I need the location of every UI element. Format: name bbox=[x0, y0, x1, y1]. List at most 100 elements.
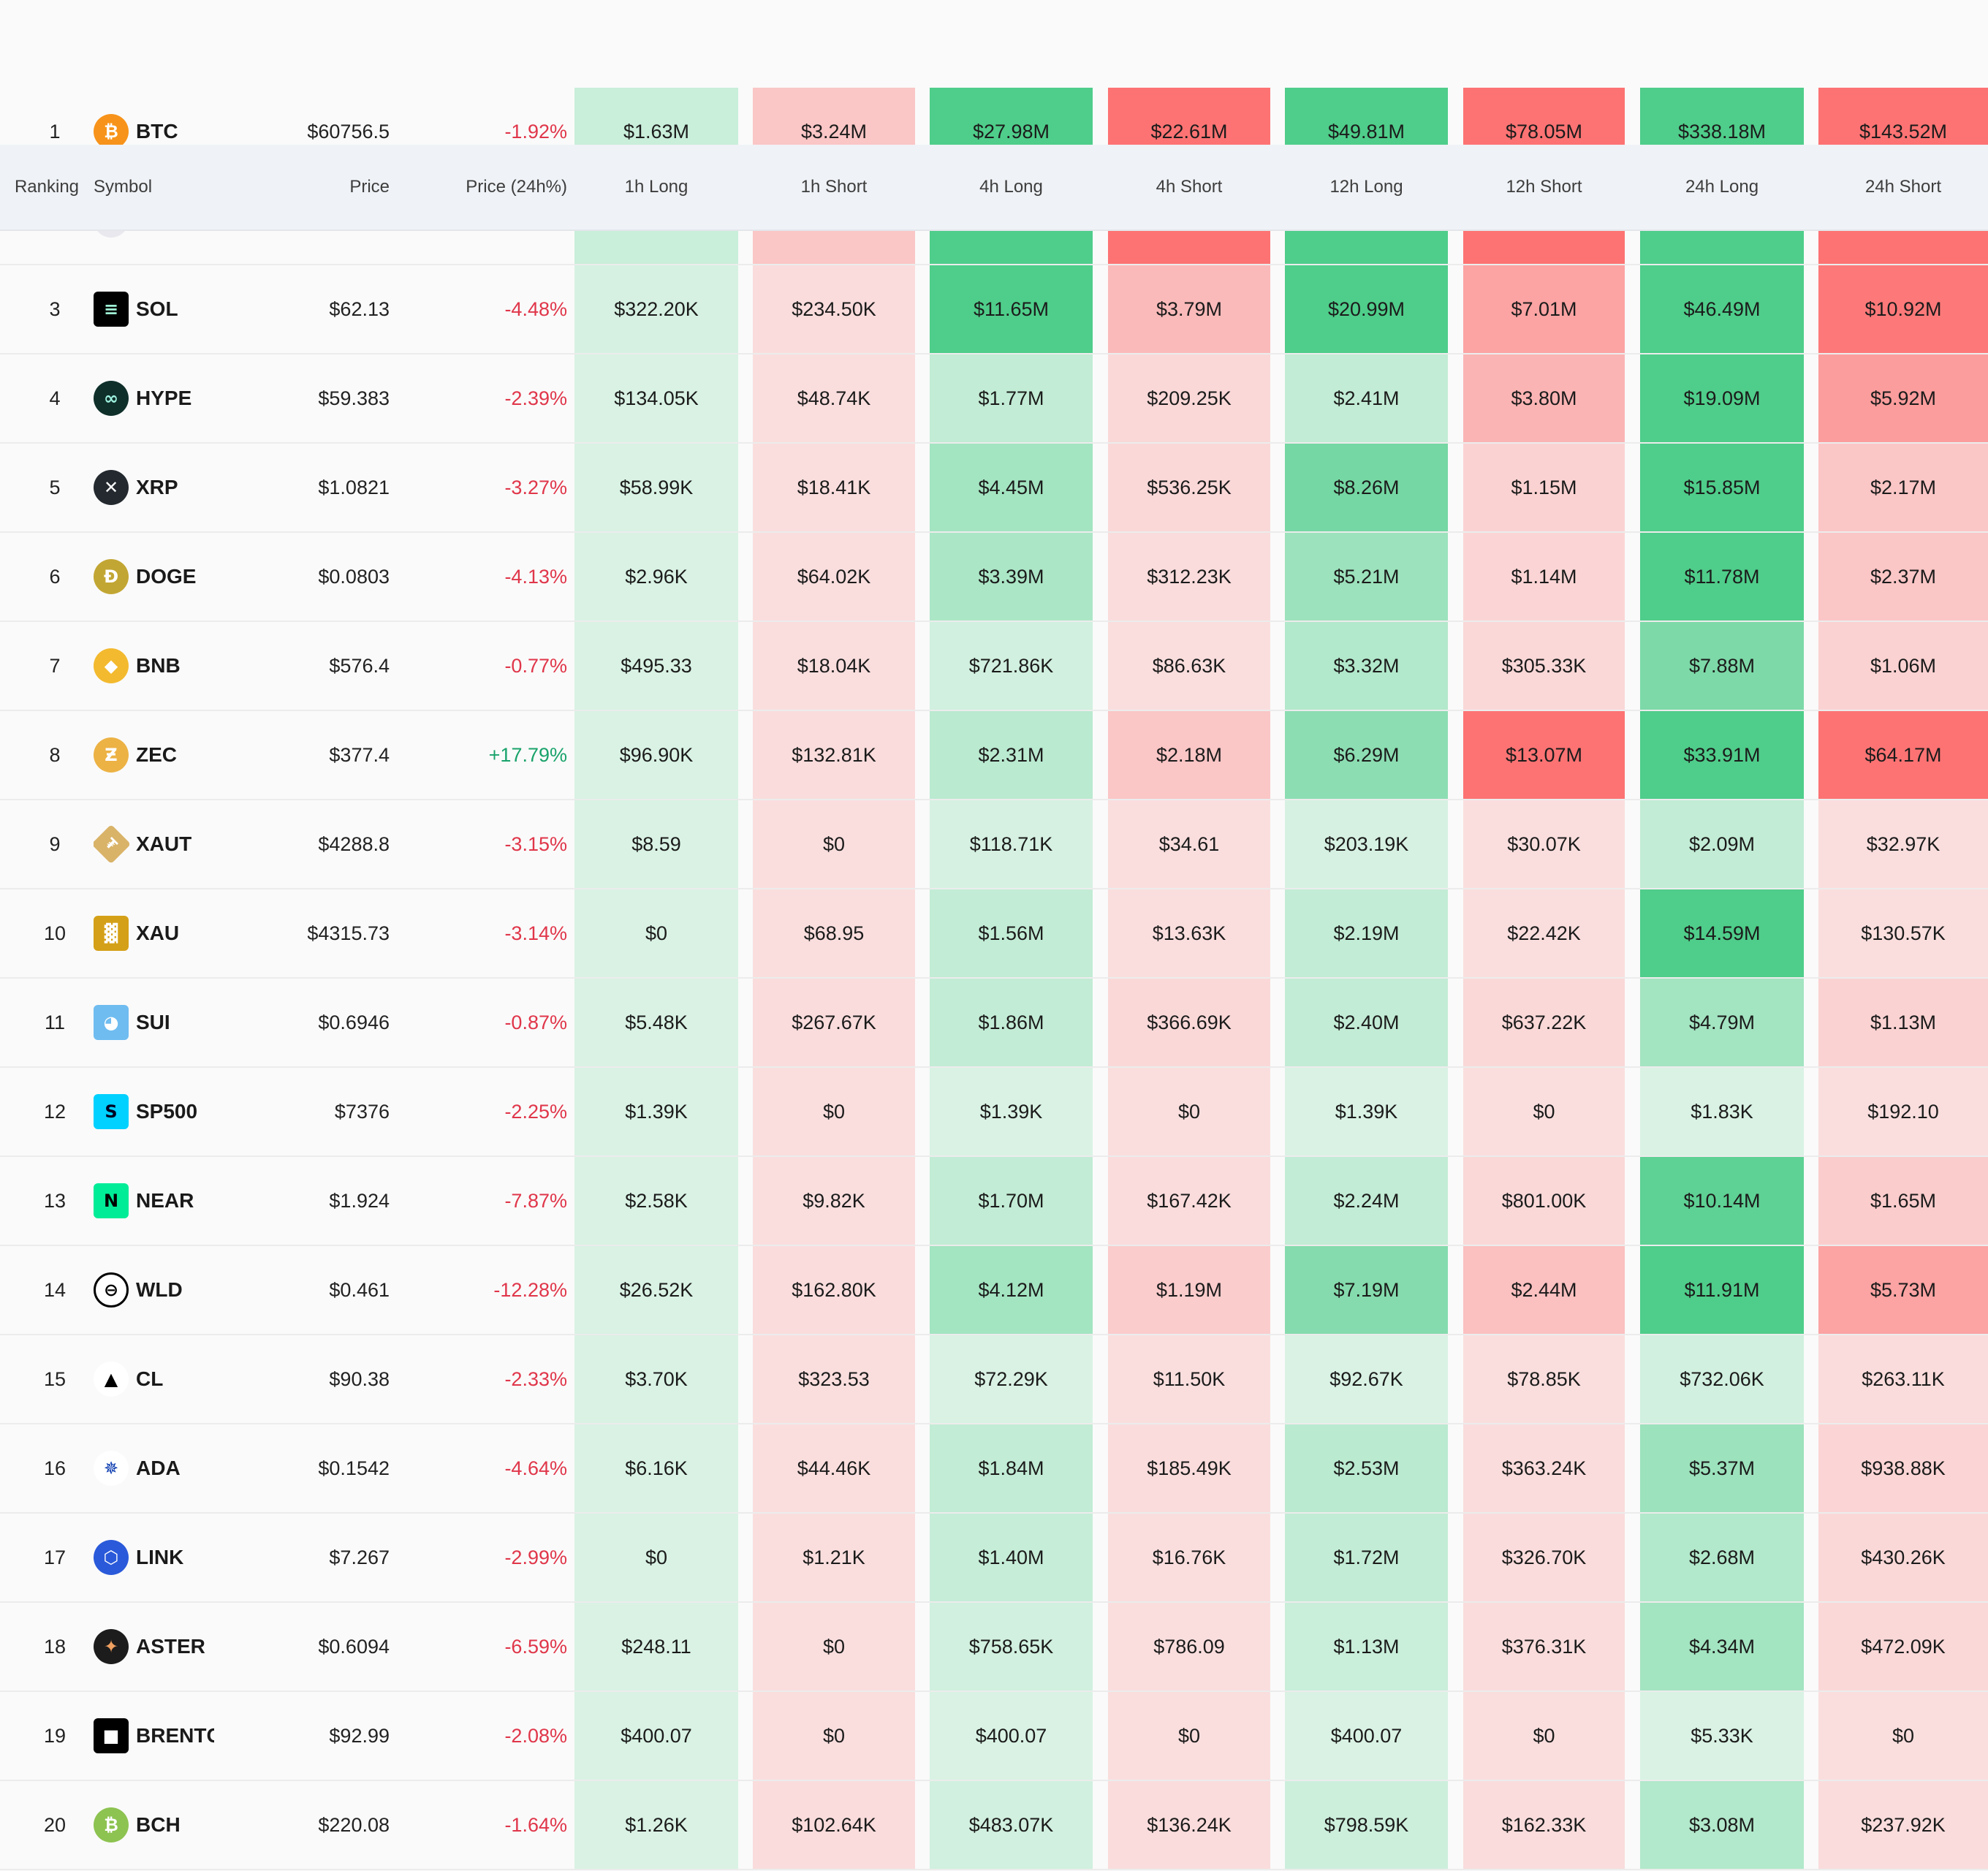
liquidation-1h-short-cell: $323.53 bbox=[753, 1335, 915, 1423]
symbol-cell[interactable]: ₮ XAUT bbox=[94, 800, 214, 888]
symbol-label: NEAR bbox=[136, 1189, 194, 1212]
price-cell: $59.383 bbox=[318, 387, 390, 409]
liquidation-12h-long-cell: $1.72M bbox=[1285, 1514, 1448, 1601]
liquidation-1h-long-cell: $96.90K bbox=[574, 711, 738, 799]
symbol-cell[interactable]: ₿ BTC bbox=[94, 88, 214, 175]
hyperliquid-icon: ∞ bbox=[94, 381, 129, 416]
column-header-12h-long[interactable]: 12h Long bbox=[1329, 177, 1403, 197]
liquidation-4h-short-cell: $536.25K bbox=[1108, 444, 1270, 531]
liquidation-12h-short-cell: $1.15M bbox=[1463, 444, 1625, 531]
liquidation-4h-short-cell: $11.50K bbox=[1108, 1335, 1270, 1423]
column-header-1h-short[interactable]: 1h Short bbox=[800, 177, 868, 197]
liquidation-24h-short-cell: $10.92M bbox=[1818, 265, 1988, 353]
symbol-label: BCH bbox=[136, 1813, 181, 1836]
liquidation-12h-short-cell: $30.07K bbox=[1463, 800, 1625, 888]
liquidation-1h-long-cell: $400.07 bbox=[574, 1692, 738, 1780]
liquidation-1h-long-cell: $26.52K bbox=[574, 1246, 738, 1334]
symbol-cell[interactable]: ⊖ WLD bbox=[94, 1246, 214, 1334]
liquidation-1h-long-cell: $3.70K bbox=[574, 1335, 738, 1423]
table-row[interactable]: 5 ✕ XRP $1.0821 -3.27% $58.99K $18.41K $4.45M $5… bbox=[0, 444, 1988, 533]
column-header-4h-long[interactable]: 4h Long bbox=[979, 177, 1043, 197]
table-row[interactable]: 8 Ƶ ZEC $377.4 +17.79% $96.90K $132.81K $2.31M $… bbox=[0, 711, 1988, 800]
liquidation-24h-short-cell: $130.57K bbox=[1818, 889, 1988, 977]
symbol-cell[interactable]: ₿ BCH bbox=[94, 1781, 214, 1869]
table-row[interactable]: 14 ⊖ WLD $0.461 -12.28% $26.52K $162.80K $4.12M… bbox=[0, 1246, 1988, 1335]
bnb-icon: ◆ bbox=[94, 648, 129, 683]
rank-cell: 6 bbox=[49, 565, 61, 588]
column-header-price-change[interactable]: Price (24h%) bbox=[466, 177, 567, 197]
liquidation-24h-short-cell: $0 bbox=[1818, 1692, 1988, 1780]
symbol-cell[interactable]: ⬡ LINK bbox=[94, 1514, 214, 1601]
liquidation-4h-long-cell: $721.86K bbox=[930, 622, 1093, 710]
symbol-cell[interactable]: Ð DOGE bbox=[94, 533, 214, 620]
column-header-1h-long[interactable]: 1h Long bbox=[624, 177, 688, 197]
table-row[interactable]: 18 ✦ ASTER $0.6094 -6.59% $248.11 $0 $758.65K $7… bbox=[0, 1603, 1988, 1692]
table-row[interactable]: 7 ◆ BNB $576.4 -0.77% $495.33 $18.04K $721.86K $… bbox=[0, 622, 1988, 711]
column-header-24h-long[interactable]: 24h Long bbox=[1685, 177, 1759, 197]
symbol-cell[interactable]: ✦ ASTER bbox=[94, 1603, 214, 1690]
table-row[interactable]: 4 ∞ HYPE $59.383 -2.39% $134.05K $48.74K $1.77M… bbox=[0, 354, 1988, 444]
column-header-symbol[interactable]: Symbol bbox=[94, 177, 153, 197]
liquidation-4h-long-cell: $1.56M bbox=[930, 889, 1093, 977]
price-change-cell: -6.59% bbox=[504, 1635, 567, 1658]
liquidation-4h-long-cell: $1.39K bbox=[930, 1068, 1093, 1155]
liquidation-4h-long-cell: $758.65K bbox=[930, 1603, 1093, 1690]
symbol-cell[interactable]: ◆ BNB bbox=[94, 622, 214, 710]
rank-cell: 17 bbox=[43, 1546, 67, 1568]
table-row[interactable]: 17 ⬡ LINK $7.267 -2.99% $0 $1.21K $1.40M $16.76K… bbox=[0, 1514, 1988, 1603]
symbol-label: XRP bbox=[136, 476, 178, 498]
symbol-cell[interactable]: ▲ CL bbox=[94, 1335, 214, 1423]
table-row[interactable]: 12 S SP500 $7376 -2.25% $1.39K $0 $1.39K $0 $1.39… bbox=[0, 1068, 1988, 1157]
table-row[interactable]: 16 ✵ ADA $0.1542 -4.64% $6.16K $44.46K $1.84M $1… bbox=[0, 1424, 1988, 1514]
table-row[interactable]: 6 Ð DOGE $0.0803 -4.13% $2.96K $64.02K $3.39M $3… bbox=[0, 533, 1988, 622]
price-change-cell: -2.08% bbox=[504, 1724, 567, 1747]
symbol-cell[interactable]: Ƶ ZEC bbox=[94, 711, 214, 799]
liquidation-12h-short-cell: $801.00K bbox=[1463, 1157, 1625, 1245]
liquidation-1h-short-cell: $234.50K bbox=[753, 265, 915, 353]
column-header-ranking[interactable]: Ranking bbox=[14, 177, 80, 197]
symbol-cell[interactable]: ✕ XRP bbox=[94, 444, 214, 531]
table-row[interactable]: 15 ▲ CL $90.38 -2.33% $3.70K $323.53 $72.29K $11… bbox=[0, 1335, 1988, 1424]
liquidation-24h-short-cell: $192.10 bbox=[1818, 1068, 1988, 1155]
table-row[interactable]: 20 ₿ BCH $220.08 -1.64% $1.26K $102.64K $483.07… bbox=[0, 1781, 1988, 1870]
price-change-cell: -3.27% bbox=[504, 476, 567, 498]
table-row[interactable]: 9 ₮ XAUT $4288.8 -3.15% $8.59 $0 $118.71K $34.61… bbox=[0, 800, 1988, 889]
rank-cell: 11 bbox=[44, 1011, 66, 1033]
column-header-24h-short[interactable]: 24h Short bbox=[1864, 177, 1942, 197]
liquidation-4h-short-cell: $0 bbox=[1108, 1692, 1270, 1780]
liquidation-24h-long-cell: $33.91M bbox=[1640, 711, 1804, 799]
table-row[interactable]: 19 ■ BRENTC $92.99 -2.08% $400.07 $0 $400.07 $0 $… bbox=[0, 1692, 1988, 1781]
symbol-cell[interactable]: ∞ HYPE bbox=[94, 354, 214, 442]
table-row[interactable]: 3 ≡ SOL $62.13 -4.48% $322.20K $234.50K $11.65M… bbox=[0, 265, 1988, 354]
table-row[interactable]: 10 ▓ XAU $4315.73 -3.14% $0 $68.95 $1.56M $13.63… bbox=[0, 889, 1988, 979]
symbol-cell[interactable]: S SP500 bbox=[94, 1068, 214, 1155]
gold-bars-icon: ▓ bbox=[94, 916, 129, 951]
liquidation-12h-short-cell: $363.24K bbox=[1463, 1424, 1625, 1512]
column-header-4h-short[interactable]: 4h Short bbox=[1156, 177, 1223, 197]
symbol-cell[interactable]: ▓ XAU bbox=[94, 889, 214, 977]
table-row[interactable]: 11 ◕ SUI $0.6946 -0.87% $5.48K $267.67K $1.86M $… bbox=[0, 979, 1988, 1068]
column-header-price[interactable]: Price bbox=[349, 177, 390, 197]
liquidation-24h-long-cell: $1.83K bbox=[1640, 1068, 1804, 1155]
liquidation-12h-long-cell: $5.21M bbox=[1285, 533, 1448, 620]
price-change-cell: -1.64% bbox=[504, 1813, 567, 1836]
liquidation-1h-short-cell: $132.81K bbox=[753, 711, 915, 799]
liquidation-4h-long-cell: $4.45M bbox=[930, 444, 1093, 531]
liquidation-4h-long-cell: $1.84M bbox=[930, 1424, 1093, 1512]
liquidation-12h-short-cell: $2.44M bbox=[1463, 1246, 1625, 1334]
symbol-label: ASTER bbox=[136, 1635, 205, 1658]
liquidation-4h-short-cell: $185.49K bbox=[1108, 1424, 1270, 1512]
table-row[interactable]: 13 Ν NEAR $1.924 -7.87% $2.58K $9.82K $1.70M $16… bbox=[0, 1157, 1988, 1246]
symbol-label: XAU bbox=[136, 922, 180, 944]
liquidation-4h-long-cell: $1.86M bbox=[930, 979, 1093, 1066]
column-header-12h-short[interactable]: 12h Short bbox=[1506, 177, 1582, 197]
symbol-cell[interactable]: ■ BRENTC bbox=[94, 1692, 214, 1780]
liquidation-4h-long-cell: $2.31M bbox=[930, 711, 1093, 799]
liquidation-12h-long-cell: $2.40M bbox=[1285, 979, 1448, 1066]
sp500-icon: S bbox=[94, 1094, 129, 1129]
liquidation-12h-long-cell: $20.99M bbox=[1285, 265, 1448, 353]
symbol-cell[interactable]: Ν NEAR bbox=[94, 1157, 214, 1245]
symbol-cell[interactable]: ≡ SOL bbox=[94, 265, 214, 353]
symbol-cell[interactable]: ◕ SUI bbox=[94, 979, 214, 1066]
symbol-cell[interactable]: ✵ ADA bbox=[94, 1424, 214, 1512]
